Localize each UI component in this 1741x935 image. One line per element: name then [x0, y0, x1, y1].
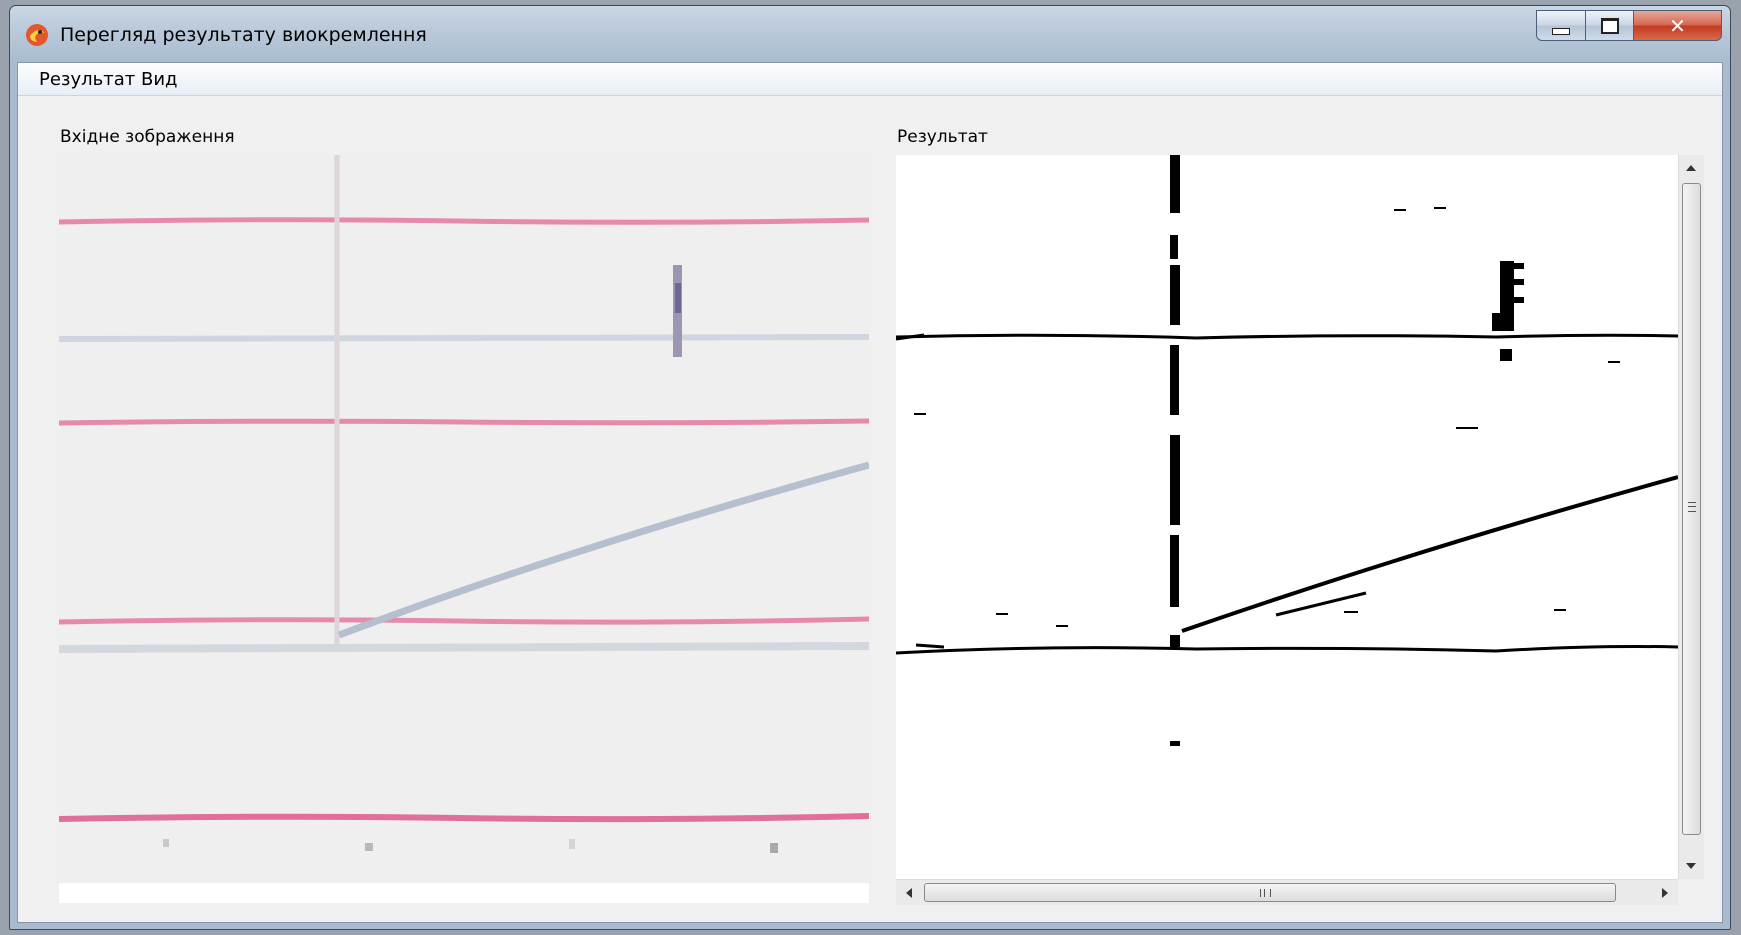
- title-bar[interactable]: Перегляд результату виокремлення ✕: [10, 6, 1730, 62]
- main-window: Перегляд результату виокремлення ✕ Резул…: [9, 5, 1731, 930]
- scroll-up-arrow-icon[interactable]: [1686, 165, 1696, 171]
- menu-view[interactable]: Вид: [141, 69, 178, 90]
- vertical-scrollbar[interactable]: [1678, 155, 1704, 879]
- result-image-panel: [896, 155, 1678, 879]
- close-icon: ✕: [1669, 13, 1686, 38]
- window-title: Перегляд результату виокремлення: [60, 24, 427, 46]
- horizontal-scroll-thumb[interactable]: [924, 883, 1616, 902]
- input-image-label: Вхідне зображення: [60, 127, 235, 147]
- vertical-scroll-thumb[interactable]: [1682, 183, 1701, 835]
- horizontal-scrollbar[interactable]: [896, 879, 1678, 905]
- input-image: [59, 155, 869, 883]
- scroll-right-arrow-icon[interactable]: [1662, 888, 1668, 898]
- minimize-button[interactable]: [1536, 10, 1586, 41]
- result-label: Результат: [897, 127, 988, 147]
- menu-bar: Результат Вид: [18, 63, 1722, 96]
- minimize-icon: [1552, 28, 1570, 35]
- close-button[interactable]: ✕: [1634, 10, 1722, 41]
- grip-icon: [1688, 502, 1696, 512]
- result-image: [896, 155, 1678, 879]
- grip-icon: [1260, 889, 1271, 897]
- input-image-panel: [59, 155, 869, 903]
- caption-buttons: ✕: [1536, 10, 1722, 41]
- scroll-left-arrow-icon[interactable]: [906, 888, 912, 898]
- maximize-button[interactable]: [1586, 10, 1634, 41]
- app-logo-icon: [26, 24, 48, 46]
- menu-result[interactable]: Результат: [39, 69, 136, 90]
- scroll-down-arrow-icon[interactable]: [1686, 863, 1696, 869]
- client-area: Результат Вид Вхідне зображення Результа…: [17, 62, 1723, 923]
- maximize-icon: [1600, 17, 1619, 34]
